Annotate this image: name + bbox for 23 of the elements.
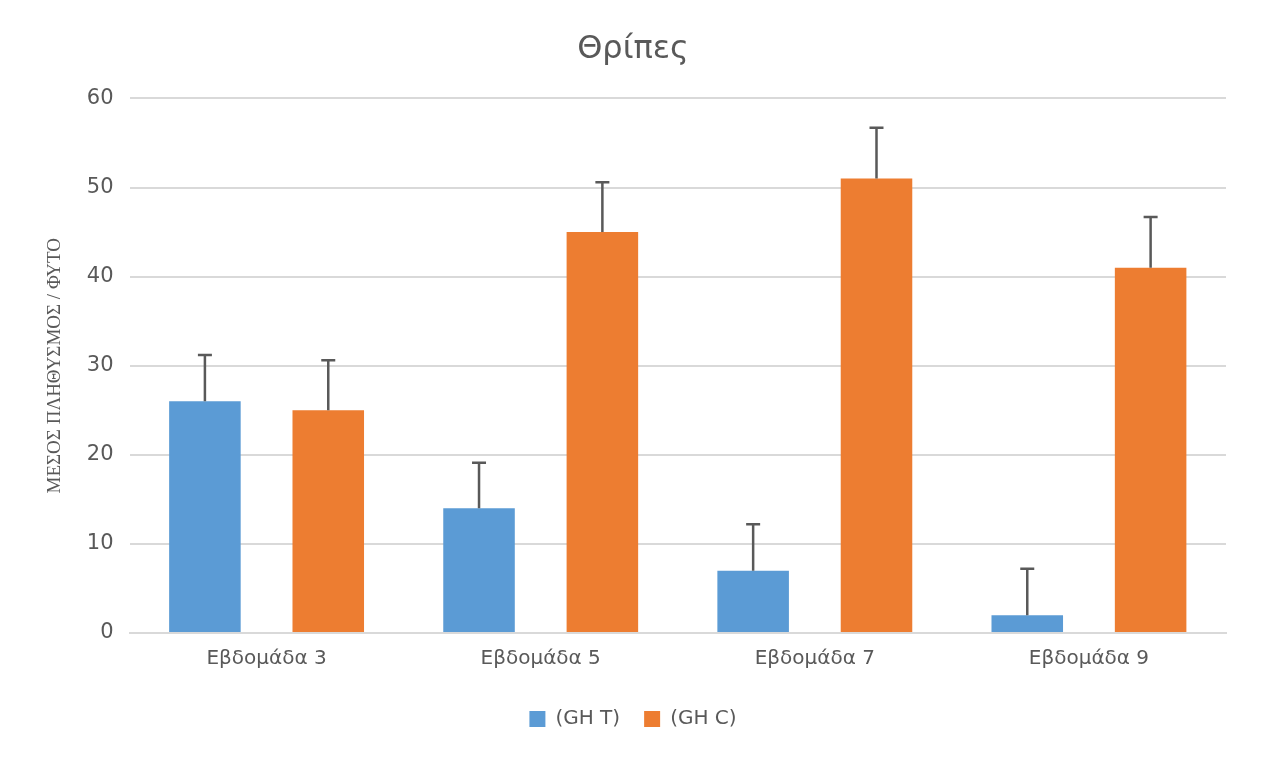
bar: [717, 570, 789, 632]
y-tick-label: 10: [86, 530, 114, 555]
y-tick-label: 30: [86, 352, 114, 377]
legend-label: (GH T): [555, 705, 621, 730]
x-tick-label: Εβδομάδα 3: [206, 645, 327, 670]
y-tick-label: 60: [86, 84, 114, 109]
bar: [840, 178, 913, 632]
y-tick-label: 20: [86, 441, 114, 466]
y-tick-label: 50: [86, 173, 114, 198]
legend-label: (GH C): [670, 705, 737, 730]
bar: [169, 401, 241, 632]
y-tick-label: 40: [86, 263, 114, 288]
bar: [292, 410, 365, 632]
bar: [1114, 267, 1187, 632]
bar: [566, 232, 639, 632]
bar: [443, 508, 515, 632]
y-axis-title: ΜΕΣΟΣ ΠΛΗΘΥΣΜΟΣ / ΦΥΤΟ: [43, 237, 65, 494]
y-tick-label: 0: [100, 619, 114, 644]
x-tick-label: Εβδομάδα 9: [1028, 645, 1150, 670]
x-tick-label: Εβδομάδα 5: [480, 645, 601, 670]
chart-title: Θρίπες: [577, 27, 689, 66]
bar: [991, 615, 1064, 632]
x-tick-label: Εβδομάδα 7: [754, 645, 875, 670]
